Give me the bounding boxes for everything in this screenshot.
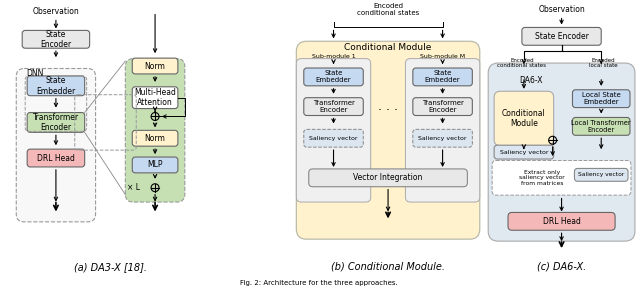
Text: Sub-module M: Sub-module M <box>420 54 465 59</box>
FancyBboxPatch shape <box>572 118 630 135</box>
Text: State
Embedder: State Embedder <box>316 70 351 84</box>
Text: DRL Head: DRL Head <box>37 154 75 163</box>
FancyBboxPatch shape <box>304 129 364 147</box>
Text: Vector Integration: Vector Integration <box>353 173 423 182</box>
Text: · · ·: · · · <box>378 104 398 117</box>
FancyBboxPatch shape <box>492 161 631 195</box>
FancyBboxPatch shape <box>296 41 480 239</box>
Text: State
Embedder: State Embedder <box>36 76 76 95</box>
FancyBboxPatch shape <box>132 130 178 146</box>
FancyBboxPatch shape <box>575 168 628 181</box>
Text: Saliency vector: Saliency vector <box>419 136 467 141</box>
FancyBboxPatch shape <box>304 98 364 116</box>
FancyBboxPatch shape <box>522 27 601 45</box>
Text: Local State
Embedder: Local State Embedder <box>582 92 621 105</box>
Text: Encoded
local state: Encoded local state <box>589 58 618 68</box>
Text: Saliency vector: Saliency vector <box>309 136 358 141</box>
Text: Observation: Observation <box>33 7 79 16</box>
FancyBboxPatch shape <box>494 91 554 146</box>
Text: Extract only
saliency vector
from matrices: Extract only saliency vector from matric… <box>519 170 564 186</box>
Text: Transformer
Encoder: Transformer Encoder <box>33 113 79 132</box>
Text: Encoded
conditional states: Encoded conditional states <box>497 58 547 68</box>
Text: DA6-X: DA6-X <box>519 76 543 85</box>
Text: Multi-Head
Attention: Multi-Head Attention <box>134 88 176 107</box>
Text: Saliency vector: Saliency vector <box>500 150 548 155</box>
FancyBboxPatch shape <box>494 145 554 159</box>
FancyBboxPatch shape <box>304 68 364 86</box>
FancyBboxPatch shape <box>296 58 371 202</box>
Text: MLP: MLP <box>147 160 163 169</box>
FancyBboxPatch shape <box>125 58 185 202</box>
Text: (b) Conditional Module.: (b) Conditional Module. <box>331 262 445 272</box>
FancyBboxPatch shape <box>405 58 480 202</box>
Text: Fig. 2: Architecture for the three approaches.: Fig. 2: Architecture for the three appro… <box>240 280 397 286</box>
Text: Conditional
Module: Conditional Module <box>502 109 546 128</box>
Text: Transformer
Encoder: Transformer Encoder <box>312 100 355 113</box>
FancyBboxPatch shape <box>308 169 467 187</box>
Text: (c) DA6-X.: (c) DA6-X. <box>537 262 586 272</box>
Text: Conditional Module: Conditional Module <box>344 43 432 52</box>
Text: × L: × L <box>127 183 140 192</box>
Text: Transformer
Encoder: Transformer Encoder <box>422 100 463 113</box>
Text: Saliency vector: Saliency vector <box>578 172 625 177</box>
FancyBboxPatch shape <box>413 98 472 116</box>
Text: Norm: Norm <box>145 134 166 143</box>
FancyBboxPatch shape <box>132 87 178 109</box>
FancyBboxPatch shape <box>22 31 90 48</box>
Text: Local Transformer
Encoder: Local Transformer Encoder <box>572 120 631 133</box>
FancyBboxPatch shape <box>413 68 472 86</box>
Text: Norm: Norm <box>145 61 166 70</box>
FancyBboxPatch shape <box>132 157 178 173</box>
FancyBboxPatch shape <box>508 212 615 230</box>
Text: State
Embedder: State Embedder <box>425 70 460 84</box>
FancyBboxPatch shape <box>27 113 84 132</box>
Text: DRL Head: DRL Head <box>543 217 580 226</box>
Text: State
Encoder: State Encoder <box>40 30 72 49</box>
FancyBboxPatch shape <box>27 149 84 167</box>
FancyBboxPatch shape <box>27 76 84 96</box>
Text: DNN: DNN <box>26 69 44 78</box>
Text: State Encoder: State Encoder <box>534 32 589 41</box>
FancyBboxPatch shape <box>16 68 95 222</box>
FancyBboxPatch shape <box>572 90 630 108</box>
Text: Encoded
conditional states: Encoded conditional states <box>357 3 419 16</box>
FancyBboxPatch shape <box>132 58 178 74</box>
FancyBboxPatch shape <box>488 63 635 241</box>
Text: Observation: Observation <box>538 5 585 14</box>
Text: (a) DA3-X [18].: (a) DA3-X [18]. <box>74 262 147 272</box>
Text: Sub-module 1: Sub-module 1 <box>312 54 355 59</box>
FancyBboxPatch shape <box>413 129 472 147</box>
